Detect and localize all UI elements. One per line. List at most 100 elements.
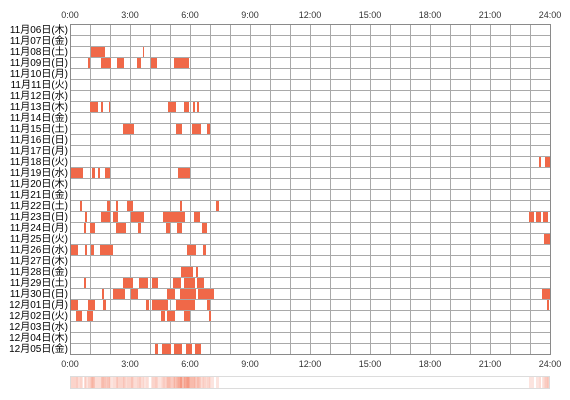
density-bar-segment bbox=[180, 377, 181, 388]
density-bar-segment bbox=[198, 377, 199, 388]
density-bar-segment bbox=[75, 377, 76, 388]
density-bar-segment bbox=[114, 377, 115, 388]
density-bar-segment bbox=[159, 377, 160, 388]
activity-block bbox=[137, 58, 141, 68]
activity-block bbox=[70, 168, 83, 178]
density-bar-segment bbox=[153, 377, 154, 388]
x-tick-label-bottom: 3:00 bbox=[121, 359, 139, 369]
density-bar-segment bbox=[548, 377, 549, 388]
density-bar-segment bbox=[96, 377, 97, 388]
density-bar-segment bbox=[84, 377, 85, 388]
density-bar-segment bbox=[186, 377, 187, 388]
density-bar-segment bbox=[216, 377, 217, 388]
row-label: 11月22日(土) bbox=[10, 199, 68, 212]
density-bar-segment bbox=[212, 377, 213, 388]
activity-block bbox=[181, 267, 193, 277]
density-bar-segment bbox=[102, 377, 103, 388]
density-bar-segment bbox=[176, 377, 177, 388]
row-label: 11月30日(日) bbox=[10, 288, 68, 300]
activity-block bbox=[547, 300, 549, 310]
activity-block bbox=[184, 102, 189, 112]
density-bar-segment bbox=[181, 377, 182, 388]
activity-block bbox=[174, 58, 189, 68]
density-bar-segment bbox=[189, 377, 190, 388]
activity-block bbox=[529, 212, 534, 222]
activity-block bbox=[117, 58, 124, 68]
density-bar-segment bbox=[77, 377, 78, 388]
row-label: 11月06日(木) bbox=[10, 24, 68, 36]
x-tick-label-top: 24:00 bbox=[539, 10, 562, 20]
density-bar-segment bbox=[169, 377, 170, 388]
density-bar-segment bbox=[107, 377, 108, 388]
density-bar-segment bbox=[195, 377, 196, 388]
activity-block bbox=[180, 289, 196, 299]
density-bar-segment bbox=[148, 377, 149, 388]
activity-block bbox=[207, 124, 210, 134]
activity-block bbox=[176, 300, 195, 310]
density-bar-segment bbox=[76, 377, 77, 388]
density-bar-segment bbox=[151, 377, 152, 388]
row-label: 11月14日(金) bbox=[10, 111, 68, 124]
activity-block bbox=[139, 278, 148, 288]
density-bar-segment bbox=[94, 377, 95, 388]
row-label: 11月17日(月) bbox=[10, 145, 68, 157]
density-bar-segment bbox=[162, 377, 163, 388]
activity-block bbox=[90, 102, 98, 112]
density-bar-segment bbox=[152, 377, 153, 388]
activity-block bbox=[162, 344, 171, 354]
activity-block bbox=[192, 124, 201, 134]
density-bar-segment bbox=[138, 377, 139, 388]
x-tick-label-top: 21:00 bbox=[479, 10, 502, 20]
density-bar-segment bbox=[125, 377, 126, 388]
density-bar-segment bbox=[117, 377, 118, 388]
density-bar-segment bbox=[123, 377, 124, 388]
density-bar-segment bbox=[97, 377, 98, 388]
activity-block bbox=[176, 124, 182, 134]
x-tick-label-bottom: 0:00 bbox=[61, 359, 79, 369]
activity-block bbox=[70, 245, 78, 255]
density-bar-segment bbox=[209, 377, 210, 388]
density-bar-segment bbox=[174, 377, 175, 388]
density-bar-segment bbox=[165, 377, 166, 388]
density-bar-segment bbox=[80, 377, 81, 388]
activity-block bbox=[101, 58, 111, 68]
density-bar-segment bbox=[210, 377, 211, 388]
density-bar-segment bbox=[133, 377, 134, 388]
activity-block bbox=[155, 344, 158, 354]
density-bar-segment bbox=[164, 377, 165, 388]
activity-block bbox=[202, 223, 207, 233]
density-bar-segment bbox=[101, 377, 102, 388]
density-bar-segment bbox=[140, 377, 141, 388]
density-bar-segment bbox=[218, 377, 219, 388]
density-bar-segment bbox=[187, 377, 188, 388]
activity-block bbox=[109, 102, 110, 112]
activity-block bbox=[216, 201, 219, 211]
density-bar-segment bbox=[87, 377, 88, 388]
density-bar-segment bbox=[93, 377, 94, 388]
row-label: 11月11日(火) bbox=[11, 79, 68, 91]
density-bar-segment bbox=[157, 377, 158, 388]
row-label: 11月20日(木) bbox=[10, 178, 68, 190]
row-label: 11月16日(日) bbox=[10, 134, 68, 146]
density-bar-segment bbox=[92, 377, 93, 388]
density-bar-segment bbox=[89, 377, 90, 388]
density-bar-segment bbox=[547, 377, 548, 388]
density-bar-segment bbox=[91, 377, 92, 388]
activity-block bbox=[107, 201, 110, 211]
activity-block bbox=[80, 201, 82, 211]
activity-block bbox=[184, 311, 190, 321]
density-bar-segment bbox=[177, 377, 178, 388]
activity-block bbox=[187, 245, 196, 255]
activity-block bbox=[116, 201, 118, 211]
activity-block bbox=[85, 212, 87, 222]
density-bar-segment bbox=[99, 377, 100, 388]
row-label: 12月05日(金) bbox=[9, 342, 68, 355]
density-bar-segment bbox=[143, 377, 144, 388]
activity-block bbox=[113, 212, 118, 222]
activity-block bbox=[194, 212, 200, 222]
row-label: 12月04日(木) bbox=[9, 332, 68, 344]
density-bar-segment bbox=[166, 377, 167, 388]
density-bar-segment bbox=[141, 377, 142, 388]
density-bar-segment bbox=[95, 377, 96, 388]
density-bar-segment bbox=[539, 377, 540, 388]
